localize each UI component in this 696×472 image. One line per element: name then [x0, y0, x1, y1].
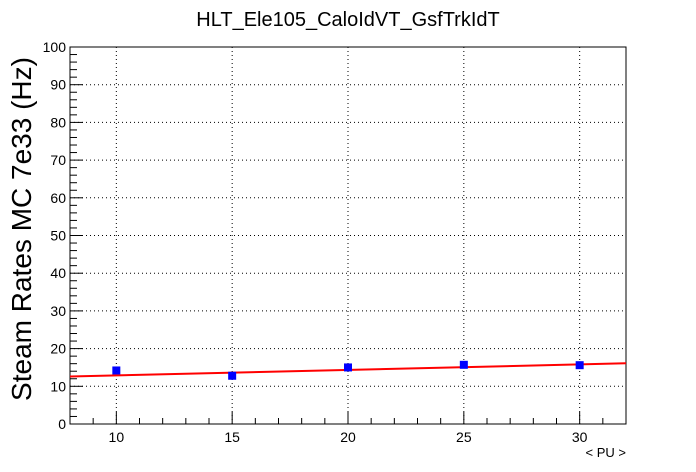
data-point	[228, 371, 237, 380]
y-tick-label: 40	[50, 265, 66, 281]
data-point	[112, 366, 121, 375]
y-tick-label: 60	[50, 190, 66, 206]
tick-labels: 0 10 20 30 40 50 60 70 80 90 100 10 15 20 25 30	[43, 39, 588, 445]
y-tick-label: 20	[50, 341, 66, 357]
y-tick-label: 90	[50, 77, 66, 93]
y-axis-label: Steam Rates MC 7e33 (Hz)	[6, 57, 37, 401]
x-tick-label: 30	[572, 429, 588, 445]
chart-title: HLT_Ele105_CaloIdVT_GsfTrkIdT	[196, 9, 499, 31]
x-tick-label: 15	[224, 429, 240, 445]
data-points	[112, 360, 584, 380]
x-axis-label: < PU >	[586, 445, 626, 460]
y-tick-label: 50	[50, 228, 66, 244]
y-tick-label: 70	[50, 152, 66, 168]
y-tick-label: 0	[58, 416, 66, 432]
grid-lines	[70, 47, 626, 424]
x-tick-label: 10	[109, 429, 125, 445]
x-tick-label: 25	[456, 429, 472, 445]
axes	[69, 46, 627, 425]
data-point	[459, 360, 468, 369]
data-point	[344, 363, 352, 372]
y-tick-label: 80	[50, 114, 66, 130]
y-tick-label: 100	[43, 39, 67, 55]
y-tick-label: 30	[50, 303, 66, 319]
y-tick-label: 10	[50, 378, 66, 394]
x-tick-label: 20	[340, 429, 356, 445]
data-point	[575, 361, 584, 370]
